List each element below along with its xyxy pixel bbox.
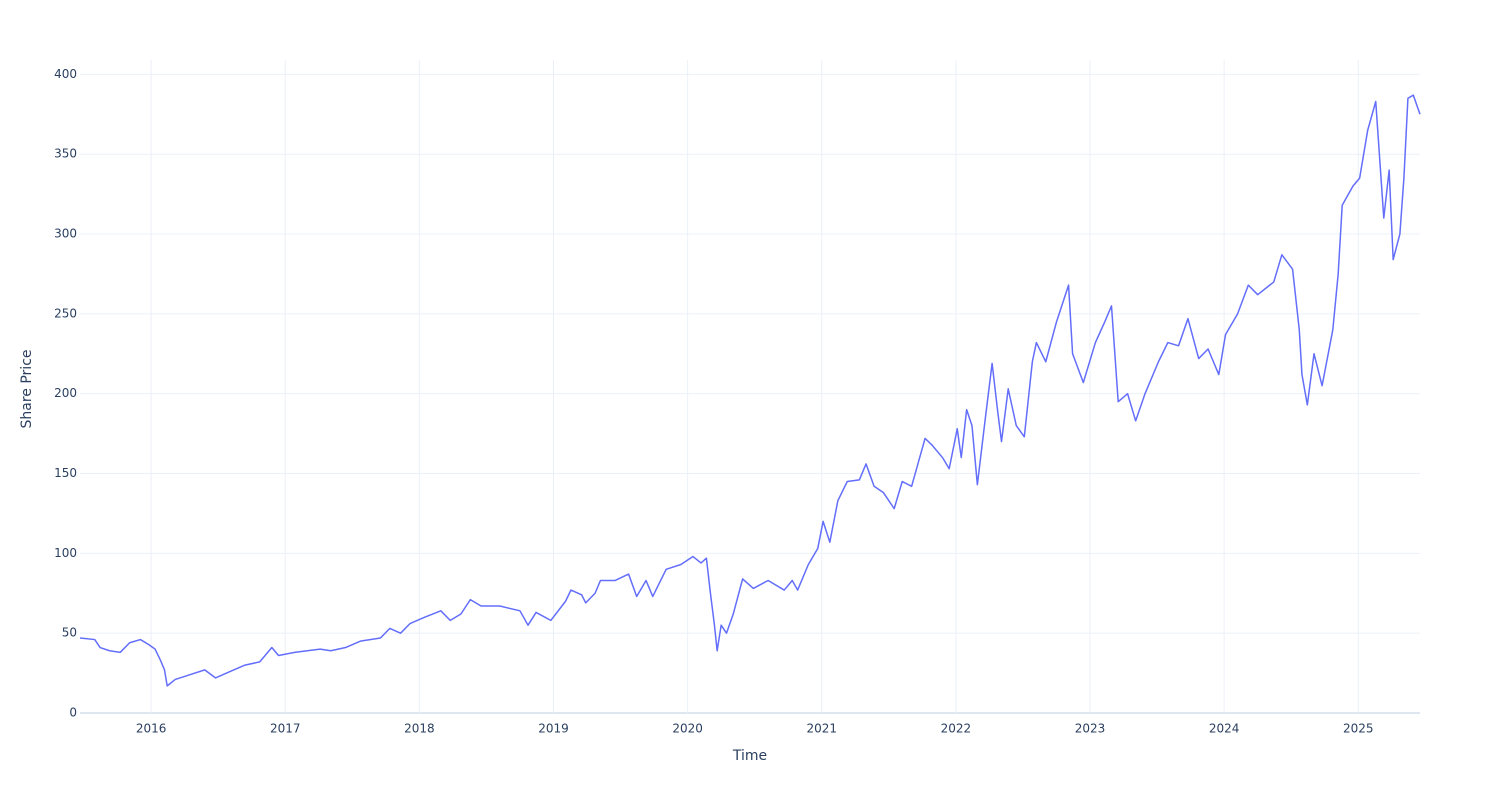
y-tick-label: 250 [54,306,77,320]
y-tick-label: 150 [54,466,77,480]
x-tick-label: 2020 [672,722,703,736]
y-tick-label: 50 [62,626,77,640]
price-line [79,94,1421,687]
x-axis-title: Time [732,748,767,764]
y-tick-label: 400 [54,67,77,81]
x-tick-label: 2017 [270,722,301,736]
y-tick-label: 0 [69,706,77,720]
y-tick-label: 100 [54,546,77,560]
x-tick-label: 2018 [404,722,435,736]
y-tick-label: 350 [54,147,77,161]
x-tick-label: 2023 [1075,722,1106,736]
x-tick-label: 2025 [1343,722,1374,736]
x-tick-label: 2022 [941,722,972,736]
y-tick-label: 200 [54,386,77,400]
x-tick-label: 2019 [538,722,569,736]
x-tick-label: 2024 [1209,722,1240,736]
x-tick-label: 2016 [136,722,167,736]
y-axis-title: Share Price [19,349,35,428]
y-tick-label: 300 [54,227,77,241]
x-tick-label: 2021 [806,722,837,736]
